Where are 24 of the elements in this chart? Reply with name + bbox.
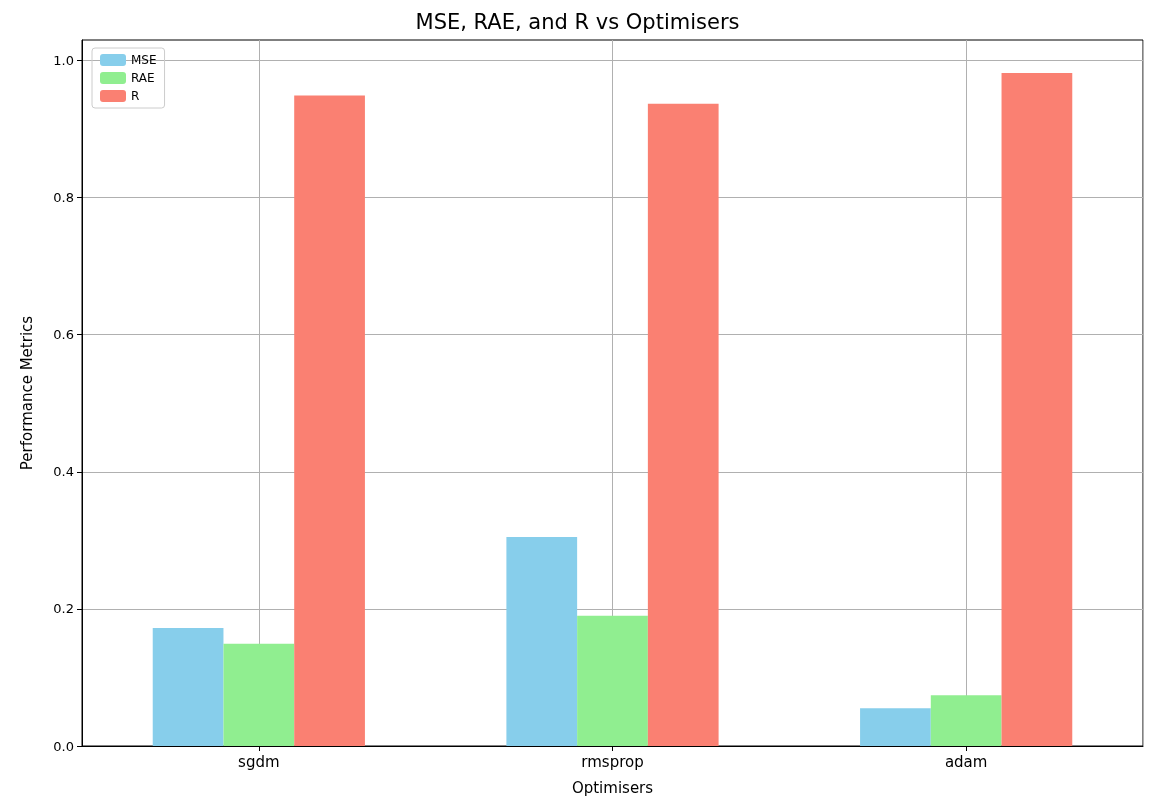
y-tick-label: 1.0 — [53, 53, 74, 69]
bar — [223, 643, 295, 746]
legend-label: MSE — [131, 53, 157, 67]
y-tick-label: 0.4 — [53, 464, 74, 480]
bar — [577, 615, 648, 746]
y-tick-label: 0.2 — [53, 601, 74, 617]
y-tick-label: 0.6 — [53, 327, 74, 343]
bar — [647, 103, 719, 746]
bar — [860, 708, 931, 746]
x-axis-title: Optimisers — [571, 778, 654, 797]
x-tick-label: sgdm — [238, 752, 280, 771]
bar — [294, 95, 365, 746]
y-tick-label: 0.8 — [53, 190, 74, 206]
bar — [506, 536, 578, 746]
legend-label: R — [131, 89, 140, 103]
x-tick-label: rmsprop — [581, 752, 644, 771]
x-tick-label: adam — [944, 752, 988, 771]
bar — [152, 628, 224, 746]
y-axis-title: Performance Metrics — [17, 315, 36, 471]
legend-label: RAE — [131, 71, 155, 85]
bar — [1001, 72, 1073, 746]
chart-title: MSE, RAE, and R vs Optimisers — [415, 9, 740, 34]
bar — [930, 695, 1002, 746]
y-tick-label: 0.0 — [53, 738, 74, 754]
